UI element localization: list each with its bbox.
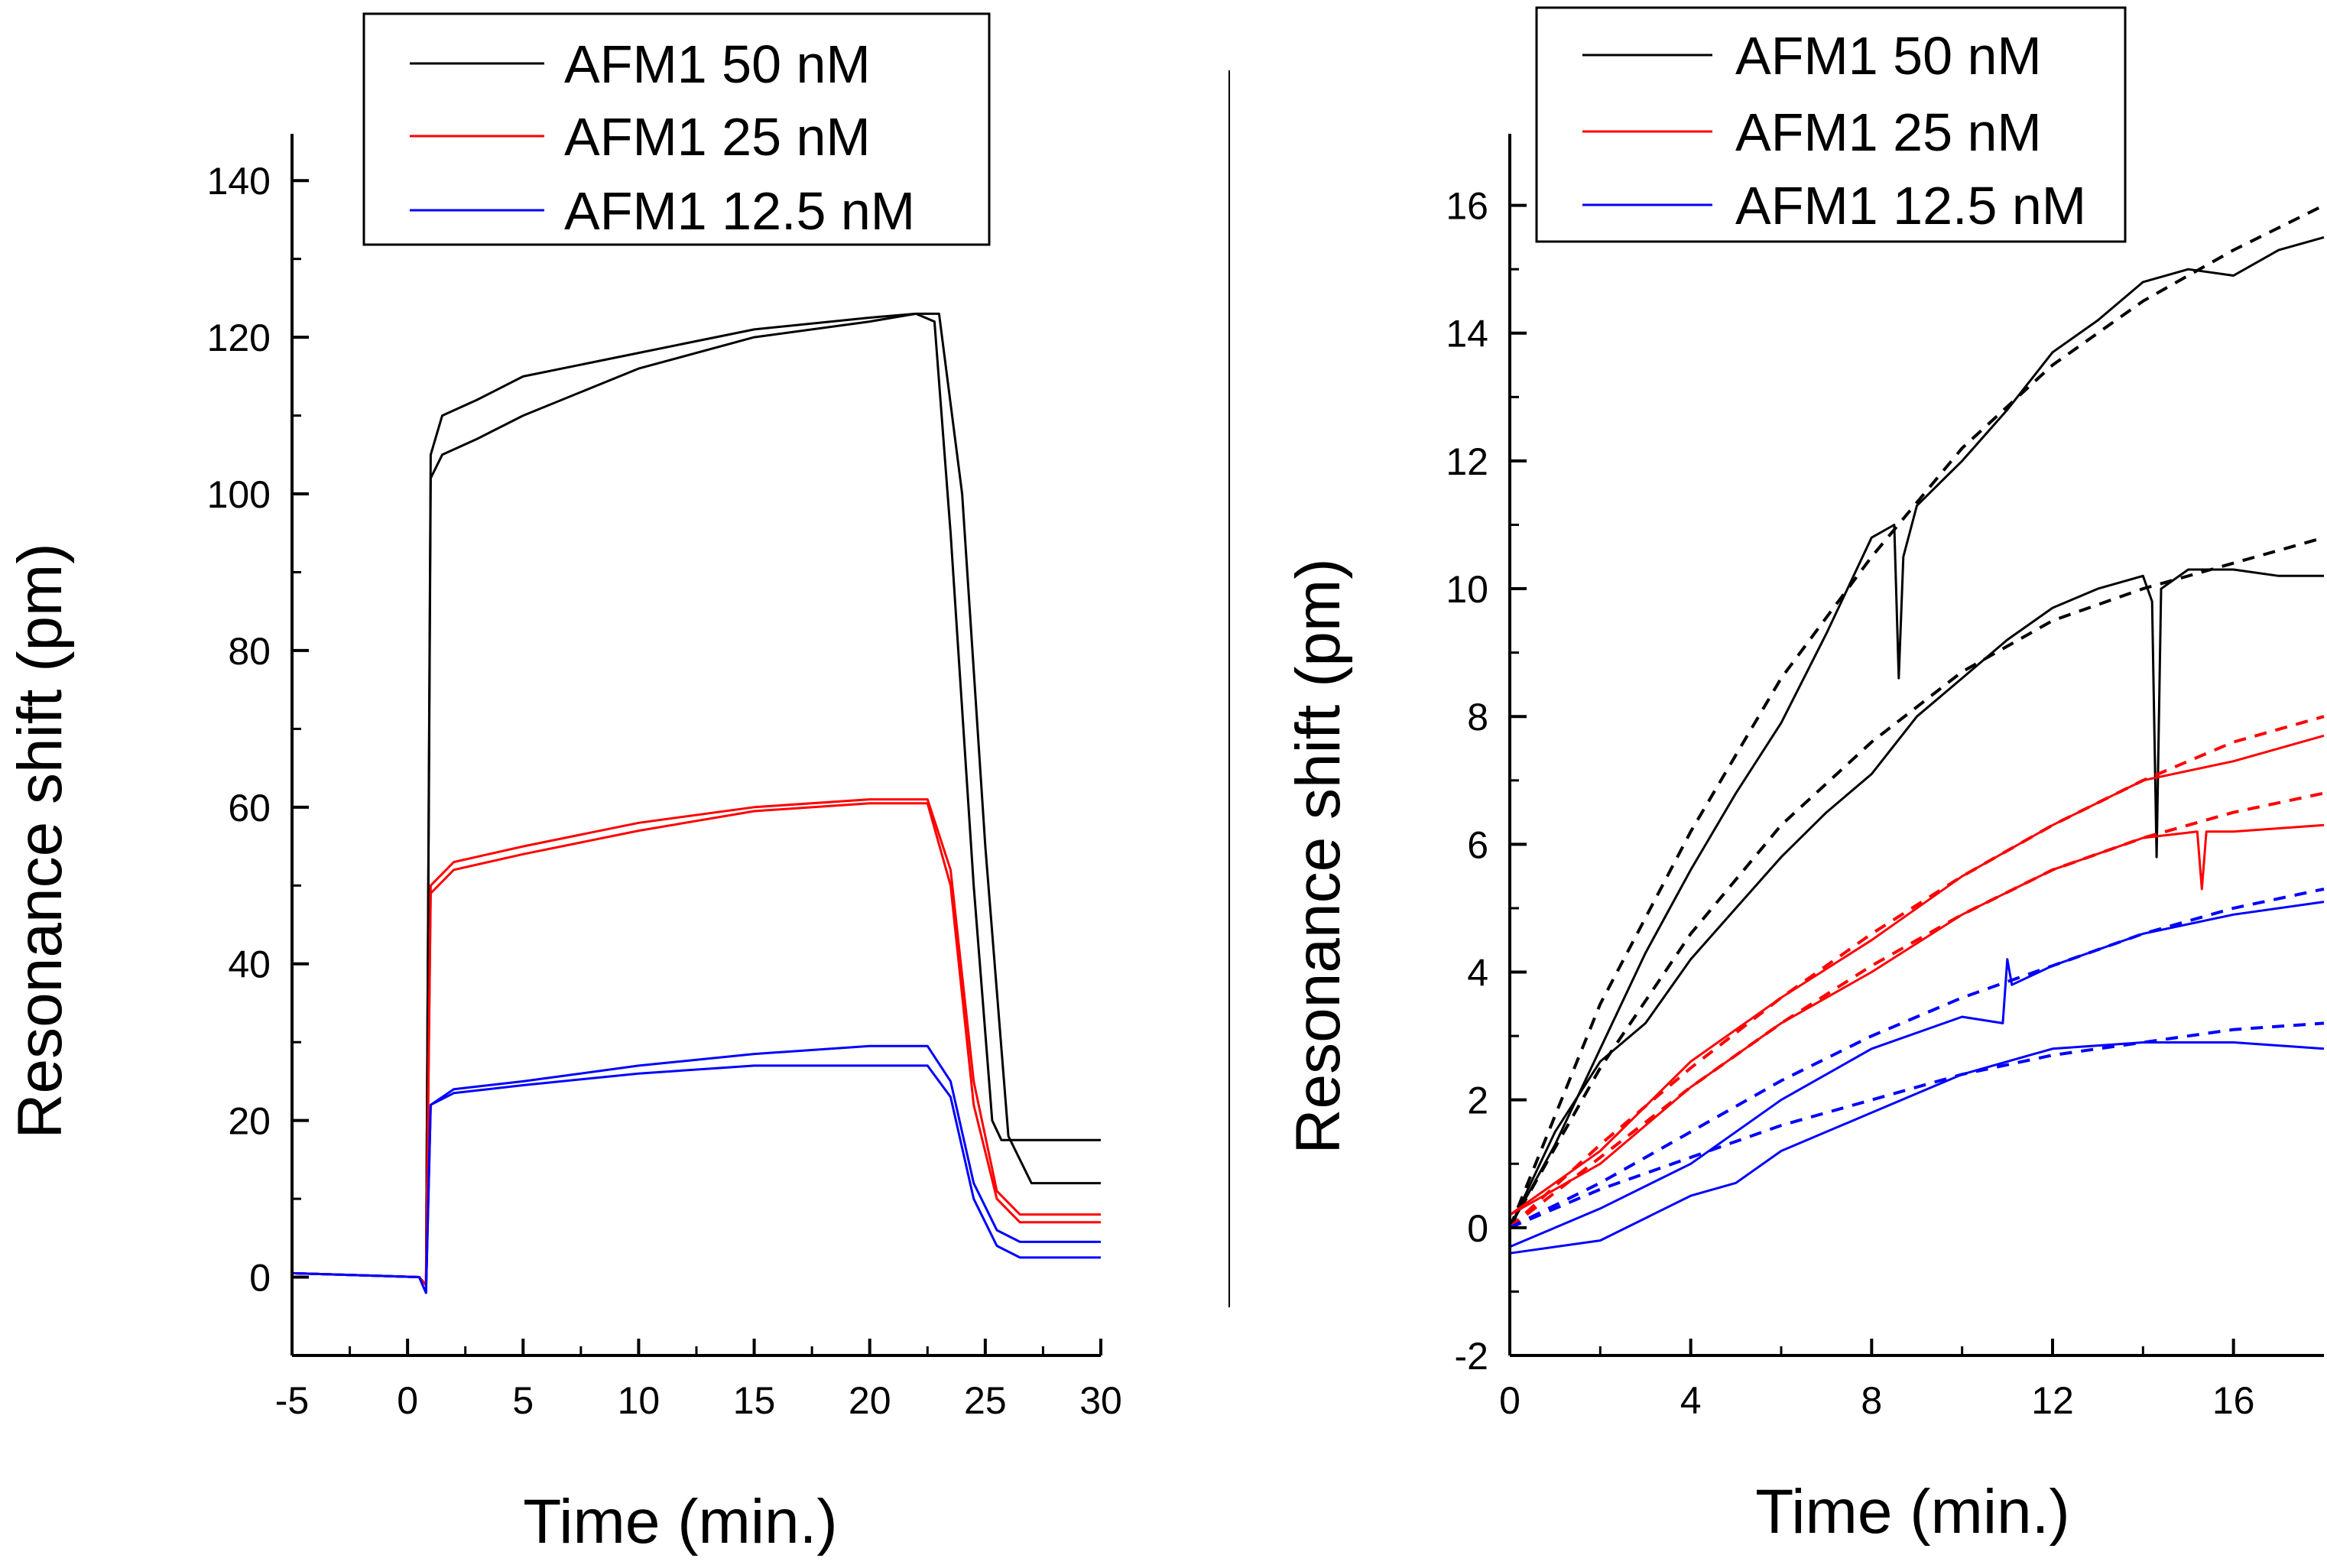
left-x-tick-label-6: 25 (964, 1379, 1007, 1422)
right-y-tick-label-5: 8 (1467, 696, 1488, 739)
right-series-11 (1509, 1021, 2325, 1229)
right-series-8 (1509, 901, 2325, 1248)
left-y-tick-label-0: 0 (249, 1257, 271, 1300)
right-y-tick-label-3: 4 (1467, 952, 1488, 995)
left-y-tick-label-2: 40 (228, 943, 271, 986)
right-legend: AFM1 50 nM AFM1 25 nM AFM1 12.5 nM (1535, 6, 2127, 243)
right-y-tick-label-9: 16 (1446, 185, 1488, 228)
left-y-tick-label-7: 140 (207, 160, 271, 203)
right-y-tick-label-4: 6 (1467, 823, 1488, 866)
left-legend-label-1: AFM1 25 nM (564, 107, 871, 167)
left-x-tick-label-3: 10 (618, 1379, 660, 1422)
right-series-9 (1509, 1041, 2325, 1255)
left-legend-label-0: AFM1 50 nM (564, 34, 871, 94)
left-series-3 (291, 802, 1101, 1287)
left-x-tick-label-0: -5 (275, 1379, 309, 1422)
right-y-tick-label-6: 10 (1446, 568, 1488, 611)
right-x-tick-label-1: 4 (1680, 1379, 1702, 1422)
chart-right: -2 0 2 4 6 8 10 12 14 16 0 4 8 12 16 Resonance shift (p… (1284, 6, 2325, 1547)
right-legend-label-0: AFM1 50 nM (1735, 26, 2042, 86)
left-x-tick-label-4: 15 (733, 1379, 776, 1422)
left-legend-box (362, 12, 991, 246)
right-series-10 (1509, 887, 2325, 1229)
left-x-tick-label-5: 20 (849, 1379, 891, 1422)
left-y-tick-label-1: 20 (228, 1100, 271, 1143)
right-x-tick-label-4: 16 (2212, 1379, 2255, 1422)
right-x-tick-label-0: 0 (1499, 1379, 1521, 1422)
right-series-7 (1508, 791, 2325, 1229)
right-x-axis-title: Time (min.) (1755, 1477, 2069, 1547)
right-series-6 (1508, 715, 2325, 1229)
chart-left: 0 20 40 60 80 100 120 140 -5 0 5 10 15 20 25 30 Resonanc… (5, 12, 1122, 1557)
left-x-tick-label-2: 5 (512, 1379, 534, 1422)
left-y-tick-label-5: 100 (207, 473, 271, 516)
right-y-axis-title: Resonance shift (pm) (1284, 558, 1353, 1154)
right-y-tick-label-2: 2 (1467, 1079, 1488, 1122)
right-axes-group: -2 0 2 4 6 8 10 12 14 16 0 4 8 12 16 Resonance shift (p… (1284, 134, 2324, 1547)
left-y-tick-label-3: 60 (228, 787, 271, 829)
left-x-axis-title: Time (min.) (523, 1487, 837, 1557)
right-legend-box (1535, 6, 2127, 243)
left-legend: AFM1 50 nM AFM1 25 nM AFM1 12.5 nM (362, 12, 991, 246)
right-series-group (1508, 203, 2325, 1255)
right-series-2 (1508, 203, 2325, 1229)
right-y-tick-label-1: 0 (1467, 1207, 1488, 1250)
left-legend-label-2: AFM1 12.5 nM (564, 181, 915, 241)
left-y-axis-title: Resonance shift (pm) (5, 543, 75, 1138)
left-axes-group: 0 20 40 60 80 100 120 140 -5 0 5 10 15 20 25 30 Resonanc… (5, 134, 1122, 1557)
right-series-3 (1508, 536, 2325, 1229)
right-y-tick-label-8: 14 (1446, 313, 1488, 355)
left-series-1 (291, 312, 1101, 1287)
right-y-tick-label-0: -2 (1455, 1335, 1488, 1378)
right-series-0 (1508, 235, 2325, 1229)
left-x-tick-label-1: 0 (397, 1379, 418, 1422)
right-x-tick-label-2: 8 (1861, 1379, 1882, 1422)
right-legend-label-1: AFM1 25 nM (1735, 102, 2042, 162)
right-x-tick-label-3: 12 (2031, 1379, 2074, 1422)
left-series-group (291, 312, 1101, 1294)
right-y-tick-label-7: 12 (1446, 440, 1488, 483)
left-series-5 (291, 1064, 1101, 1294)
left-y-tick-label-6: 120 (207, 317, 271, 359)
right-legend-label-2: AFM1 12.5 nM (1735, 176, 2086, 235)
left-y-tick-label-4: 80 (228, 630, 271, 673)
left-x-tick-label-7: 30 (1079, 1379, 1122, 1422)
